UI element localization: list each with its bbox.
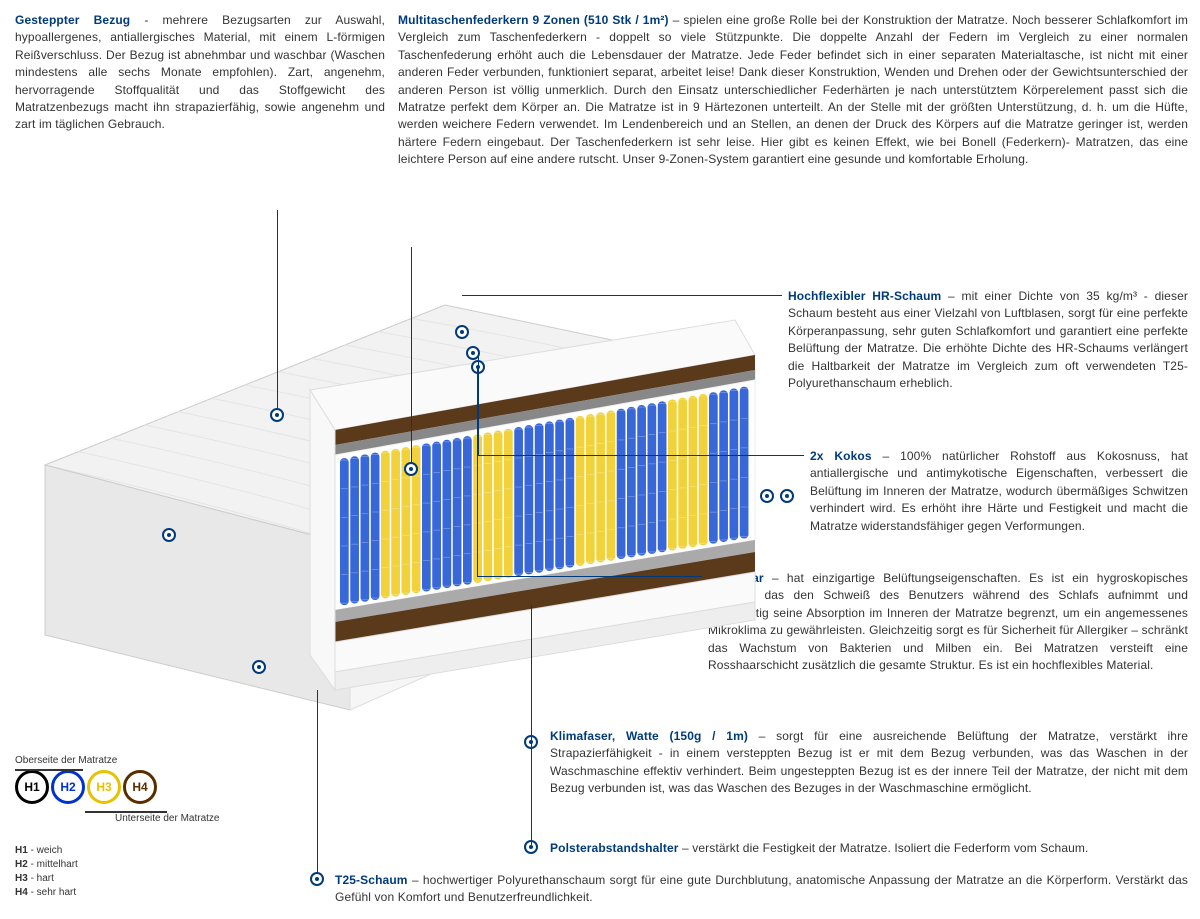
legend-def-h4: H4 - sehr hart: [15, 886, 275, 900]
title-multitaschen: Multitaschenfederkern 9 Zonen (510 Stk /…: [398, 13, 669, 27]
title-t25: T25-Schaum: [335, 873, 408, 887]
legend-top-line: [15, 769, 83, 771]
pointer-kokos-2: [780, 489, 794, 503]
pointer-cover-top: [270, 408, 284, 422]
leader-rosshaar-h: [477, 576, 702, 577]
pointer-kokos-1: [760, 489, 774, 503]
section-multitaschen: Multitaschenfederkern 9 Zonen (510 Stk /…: [398, 12, 1188, 169]
legend-top-label: Oberseite der Matratze: [15, 755, 275, 766]
title-hrschaum: Hochflexibler HR-Schaum: [788, 289, 941, 303]
legend-def-h2: H2 - mittelhart: [15, 858, 275, 872]
leader-kokos-h: [478, 455, 804, 456]
title-polster: Polsterabstandshalter: [550, 841, 679, 855]
leader-hrschaum: [462, 295, 782, 296]
section-polster: Polsterabstandshalter – verstärkt die Fe…: [550, 840, 1188, 857]
pointer-springs: [404, 462, 418, 476]
legend-bottom-label: Unterseite der Matratze: [115, 813, 220, 824]
pointer-t25: [310, 872, 324, 886]
section-t25: T25-Schaum – hochwertiger Polyurethansch…: [335, 872, 1188, 907]
leader-t25: [317, 690, 318, 873]
text-polster: – verstärkt die Festigkeit der Matratze.…: [679, 841, 1089, 855]
leader-multitaschen: [411, 247, 412, 462]
title-klimafaser: Klimafaser, Watte (150g / 1m): [550, 729, 748, 743]
legend-circle-h1: H1: [15, 770, 49, 804]
legend-def-h1: H1 - weich: [15, 844, 275, 858]
hardness-legend: Oberseite der Matratze H1H2H3H4 Untersei…: [15, 755, 275, 900]
legend-circle-h4: H4: [123, 770, 157, 804]
text-rosshaar: – hat einzigartige Belüftungseigenschaft…: [708, 571, 1188, 672]
pointer-cover-side: [162, 528, 176, 542]
text-t25: – hochwertiger Polyurethanschaum sorgt f…: [335, 873, 1188, 904]
text-hrschaum: – mit einer Dichte von 35 kg/m³ - dieser…: [788, 289, 1188, 390]
section-rosshaar: Rosshaar – hat einzigartige Belüftungsei…: [708, 570, 1188, 674]
legend-circles: H1H2H3H4: [15, 770, 275, 804]
legend-circle-h3: H3: [87, 770, 121, 804]
leader-kokos-v: [478, 352, 479, 455]
legend-definitions: H1 - weichH2 - mittelhartH3 - hartH4 - s…: [15, 844, 275, 900]
pointer-foam-hr: [455, 325, 469, 339]
leader-polster-v: [531, 620, 532, 845]
section-hrschaum: Hochflexibler HR-Schaum – mit einer Dich…: [788, 288, 1188, 392]
section-kokos: 2x Kokos – 100% natürlicher Rohstoff aus…: [810, 448, 1188, 535]
title-kokos: 2x Kokos: [810, 449, 872, 463]
leader-gesteppter: [277, 210, 278, 408]
legend-circle-h2: H2: [51, 770, 85, 804]
section-gesteppter-bezug: Gesteppter Bezug - mehrere Bezugsarten z…: [15, 12, 385, 134]
text-gesteppter: - mehrere Bezugsarten zur Auswahl, hypoa…: [15, 13, 385, 131]
text-multitaschen: – spielen eine große Rolle bei der Konst…: [398, 13, 1188, 166]
legend-def-h3: H3 - hart: [15, 872, 275, 886]
mattress-cutaway-diagram: [15, 290, 775, 720]
pointer-cover-bottom: [252, 660, 266, 674]
title-gesteppter: Gesteppter Bezug: [15, 13, 130, 27]
section-klimafaser: Klimafaser, Watte (150g / 1m) – sorgt fü…: [550, 728, 1188, 798]
